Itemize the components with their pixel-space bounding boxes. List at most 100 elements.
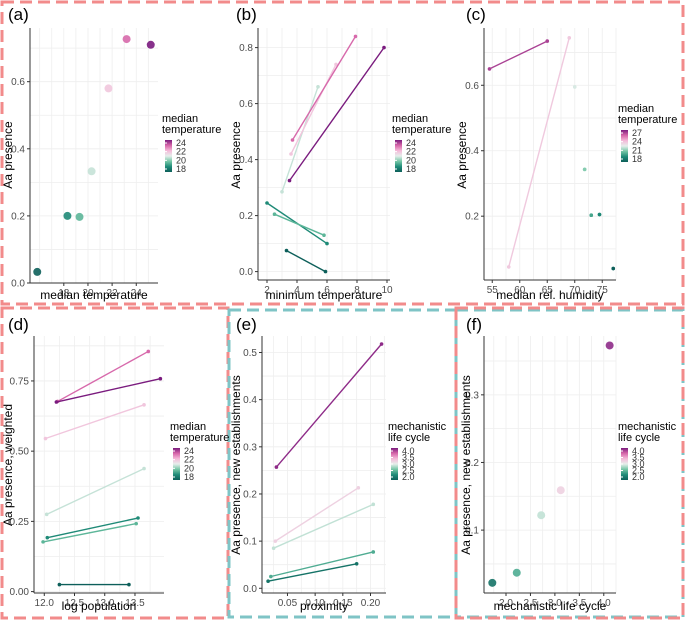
legend-key: 24 <box>632 137 642 147</box>
segment-end-point <box>127 582 131 587</box>
x-tick-label: 22 <box>107 288 119 299</box>
series-segment <box>56 378 161 403</box>
series-segment <box>286 249 326 273</box>
legend-key: 27 <box>632 128 642 138</box>
x-tick-label: 4.0 <box>597 598 611 609</box>
y-tick-label: 0.2 <box>465 212 479 223</box>
series-segment <box>267 563 357 582</box>
top-row-red-border <box>0 0 685 306</box>
series-segment <box>290 64 337 155</box>
legend-key: 24 <box>176 138 186 148</box>
segment-end-point <box>142 403 146 407</box>
x-tick-label: 4 <box>294 285 300 296</box>
panel-f: (f) <box>466 315 482 334</box>
segment-end-point <box>142 466 146 471</box>
y-tick-label: 0.50 <box>10 447 30 458</box>
legend-key: 18 <box>632 154 642 164</box>
x-tick-label: 13.0 <box>95 598 115 609</box>
y-tick-label: 0.6 <box>239 99 253 110</box>
y-tick-label: 0.5 <box>243 348 257 359</box>
legend-key: 3.0 <box>632 459 645 469</box>
x-tick-label: 0.10 <box>305 598 325 609</box>
legend-title: life cycle <box>618 432 660 444</box>
legend-key: 24 <box>184 446 194 456</box>
segment-start-point <box>487 67 492 71</box>
segment-end-point <box>316 85 320 89</box>
segment-end-point <box>611 266 616 271</box>
y-tick-label: 0.75 <box>10 376 30 387</box>
x-tick-label: 20 <box>82 288 94 299</box>
y-tick-label: 0.4 <box>11 144 25 155</box>
panel-e: (e) <box>236 315 257 334</box>
segment-end-point <box>322 233 326 237</box>
x-tick-label: 2.0 <box>499 598 513 609</box>
data-point <box>488 578 497 587</box>
panel-d-red-border <box>0 306 230 620</box>
y-tick-label: 0.2 <box>243 489 257 500</box>
legend-title: median <box>392 113 428 125</box>
segment-start-point <box>284 248 289 253</box>
segment-start-point <box>266 579 270 584</box>
segment-start-point <box>274 465 279 469</box>
x-axis-title: median rel. humidity <box>496 288 603 302</box>
y-tick-label: 0.3 <box>243 442 257 453</box>
y-tick-label: 0.1 <box>465 526 479 537</box>
x-tick-label: 60 <box>514 285 526 296</box>
segment-start-point <box>272 212 277 216</box>
data-point <box>146 40 155 49</box>
series-segment <box>45 404 145 440</box>
segment-end-point <box>354 561 359 566</box>
plot-area-3: 12.0 12.5 13.0 13.5 0.00 0.25 0.50 0.75 log popu… <box>1 336 229 613</box>
y-tick-label: 0.4 <box>465 146 479 157</box>
x-tick-label: 13.5 <box>125 598 145 609</box>
segment-start-point <box>57 582 62 587</box>
legend-key: 20 <box>406 155 416 165</box>
segment-start-point <box>265 201 269 205</box>
panel-b: (b) <box>236 5 257 24</box>
legend-key: 2.5 <box>632 466 645 476</box>
x-tick-label: 55 <box>487 285 499 296</box>
x-axis-title: log population <box>62 599 137 613</box>
legend-title: temperature <box>618 114 677 126</box>
x-tick-label: 0.05 <box>278 598 298 609</box>
segment-end-point <box>353 34 358 39</box>
y-tick-label: 0.6 <box>465 81 479 92</box>
series-segment <box>42 522 137 543</box>
y-axis-title: Aa presence <box>1 121 15 189</box>
y-tick-label: 0.8 <box>239 43 253 54</box>
y-axis-title: Aa presence, new establishments <box>459 375 473 554</box>
legend-key: 3.5 <box>632 453 645 463</box>
y-tick-label: 0.2 <box>239 211 253 222</box>
segment-start-point <box>289 152 293 156</box>
x-tick-label: 3.5 <box>572 598 586 609</box>
panel-e-label: (e) <box>236 315 257 334</box>
panel-a: (a) <box>8 5 29 24</box>
legend-key: 18 <box>184 472 194 482</box>
segment-end-point <box>158 376 163 381</box>
y-tick-label: 0.2 <box>465 458 479 469</box>
y-axis-title: Aa presence <box>229 121 243 189</box>
segment-end-point <box>136 516 140 520</box>
data-point <box>605 341 614 350</box>
series-segment <box>274 487 359 542</box>
series-segment <box>57 350 149 403</box>
legend-colorbar <box>621 130 628 162</box>
x-tick-label: 3.0 <box>548 598 562 609</box>
segment-start-point <box>280 190 284 194</box>
y-tick-label: 0.6 <box>11 77 25 88</box>
legend-key: 22 <box>176 147 186 157</box>
x-axis-title: proximity <box>300 599 348 613</box>
data-point <box>87 167 96 176</box>
legend-key: 4.0 <box>402 446 415 456</box>
x-tick-label: 75 <box>597 285 609 296</box>
panel-f-red-border <box>454 306 685 620</box>
data-point <box>122 35 131 44</box>
legend-key: 18 <box>406 164 416 174</box>
data-point <box>33 267 42 276</box>
